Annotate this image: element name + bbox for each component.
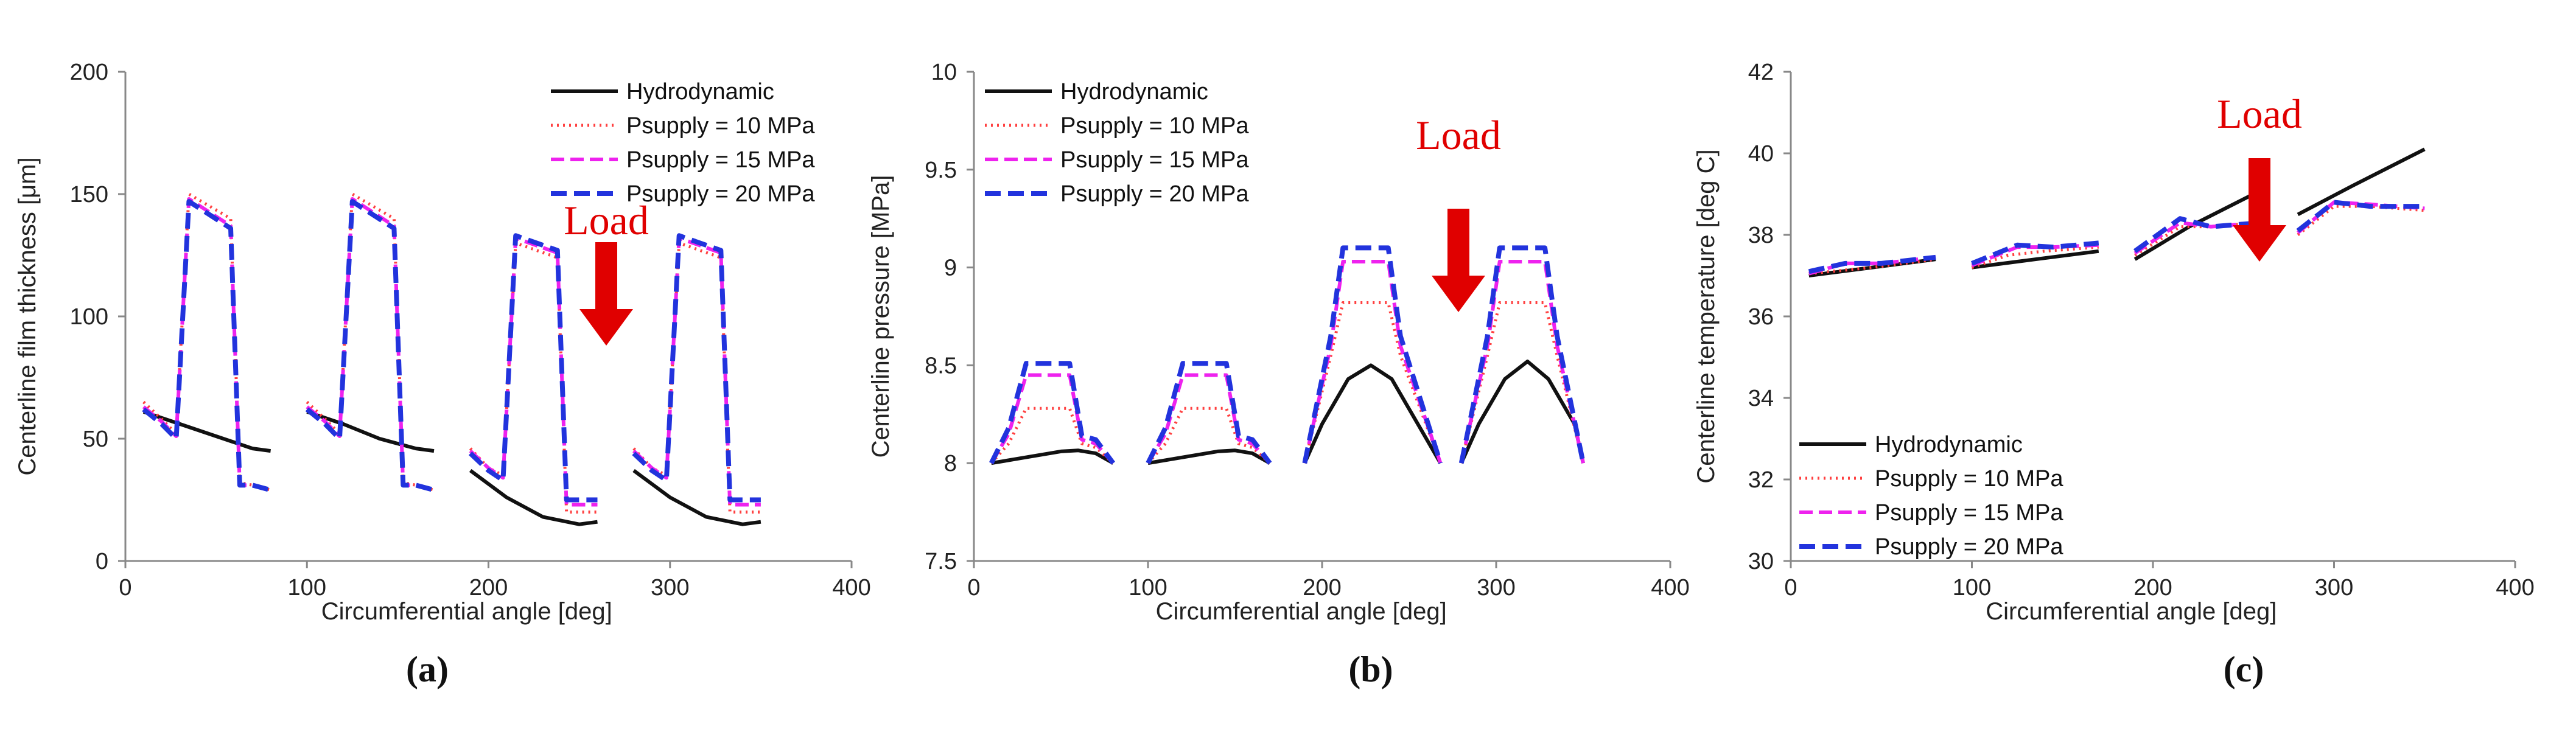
series-line-3-segment-2 bbox=[468, 233, 598, 503]
series-line-2-segment-3 bbox=[632, 236, 761, 507]
x-tick-label: 100 bbox=[1953, 575, 1991, 601]
x-tick-label: 0 bbox=[1784, 575, 1797, 601]
x-axis-label: Circumferential angle [deg] bbox=[321, 598, 612, 625]
legend-label-2: Psupply = 15 MPa bbox=[626, 147, 815, 173]
x-tick-label: 200 bbox=[2133, 575, 2172, 601]
x-tick-label: 200 bbox=[469, 575, 508, 601]
x-tick-label: 400 bbox=[2496, 575, 2534, 601]
x-tick-label: 300 bbox=[2315, 575, 2353, 601]
legend-label-1: Psupply = 10 MPa bbox=[1060, 113, 1249, 139]
legend-label-0: Hydrodynamic bbox=[626, 79, 774, 105]
series-line-3-segment-1 bbox=[1970, 240, 2099, 266]
series-line-3-segment-2 bbox=[2133, 216, 2262, 254]
y-axis-label: Centerline film thickness [μm] bbox=[14, 157, 41, 475]
series-line-3-segment-1 bbox=[305, 199, 435, 493]
panel-caption: (c) bbox=[2224, 649, 2264, 689]
series-line-3-segment-0 bbox=[142, 199, 271, 493]
y-tick-label: 42 bbox=[1748, 60, 1774, 85]
chart-panel-3: 0 100 200 300 400 30 32 34 36 38 40 42 Circumferenti… bbox=[1693, 60, 2535, 689]
y-tick-label: 100 bbox=[70, 304, 108, 330]
y-axis-label: Centerline pressure [MPa] bbox=[867, 175, 894, 458]
legend-label-3: Psupply = 20 MPa bbox=[1060, 181, 1249, 207]
x-tick-label: 0 bbox=[967, 575, 980, 601]
series-line-1-segment-3 bbox=[632, 241, 761, 514]
chart-panel-1: 0 100 200 300 400050100150200Circumferential… bbox=[14, 60, 871, 689]
x-tick-label: 100 bbox=[288, 575, 326, 601]
load-annotation: Load bbox=[2217, 91, 2302, 137]
series-line-0-segment-0 bbox=[142, 409, 271, 453]
y-tick-label: 38 bbox=[1748, 223, 1774, 248]
x-axis-label: Circumferential angle [deg] bbox=[1156, 598, 1447, 625]
series-line-1-segment-1 bbox=[306, 192, 435, 492]
legend-label-3: Psupply = 20 MPa bbox=[626, 181, 815, 207]
series-line-0-segment-3 bbox=[632, 469, 761, 526]
y-tick-label: 30 bbox=[1748, 549, 1774, 574]
y-tick-label: 8.5 bbox=[925, 353, 957, 378]
y-tick-label: 40 bbox=[1748, 141, 1774, 167]
legend-label-1: Psupply = 10 MPa bbox=[1875, 466, 2063, 492]
load-arrow-icon bbox=[1432, 209, 1485, 312]
load-annotation: Load bbox=[564, 197, 649, 243]
series-line-1-segment-2 bbox=[2133, 221, 2262, 257]
legend-label-0: Hydrodynamic bbox=[1060, 79, 1208, 105]
series-line-3-segment-1 bbox=[1146, 361, 1272, 465]
series-line-0-segment-3 bbox=[2297, 147, 2426, 217]
x-tick-label: 300 bbox=[651, 575, 689, 601]
panel-caption: (b) bbox=[1348, 649, 1393, 689]
y-tick-label: 10 bbox=[931, 60, 957, 85]
series-line-3-segment-0 bbox=[989, 361, 1116, 465]
y-tick-label: 34 bbox=[1748, 386, 1774, 411]
y-tick-label: 9 bbox=[944, 256, 957, 281]
y-tick-label: 8 bbox=[944, 451, 957, 476]
series-line-1-segment-3 bbox=[2297, 204, 2425, 236]
legend-label-3: Psupply = 20 MPa bbox=[1875, 534, 2063, 560]
panel-caption: (a) bbox=[406, 649, 449, 689]
y-tick-label: 50 bbox=[83, 427, 108, 452]
series-line-2-segment-3 bbox=[2297, 200, 2425, 234]
series-line-0-segment-2 bbox=[469, 469, 598, 526]
y-tick-label: 200 bbox=[70, 60, 108, 85]
legend-label-2: Psupply = 15 MPa bbox=[1060, 147, 1249, 173]
series-line-3-segment-3 bbox=[632, 233, 761, 503]
x-tick-label: 100 bbox=[1129, 575, 1167, 601]
x-tick-label: 0 bbox=[119, 575, 131, 601]
series-line-0-segment-1 bbox=[1972, 249, 2099, 270]
load-annotation: Load bbox=[1416, 112, 1501, 158]
series-line-1-segment-3 bbox=[1460, 301, 1585, 464]
legend-label-1: Psupply = 10 MPa bbox=[626, 113, 815, 139]
series-line-1-segment-2 bbox=[469, 241, 598, 514]
series-line-3-segment-3 bbox=[1458, 245, 1586, 464]
series-line-0-segment-1 bbox=[306, 409, 435, 453]
series-line-0-segment-1 bbox=[1147, 448, 1271, 465]
x-tick-label: 300 bbox=[1477, 575, 1515, 601]
x-axis-label: Circumferential angle [deg] bbox=[1986, 598, 2277, 625]
y-tick-label: 7.5 bbox=[925, 549, 957, 574]
series-line-1-segment-0 bbox=[142, 192, 271, 492]
x-tick-label: 400 bbox=[1651, 575, 1689, 601]
series-line-2-segment-2 bbox=[469, 236, 598, 507]
y-tick-label: 0 bbox=[96, 549, 108, 574]
y-tick-label: 36 bbox=[1748, 304, 1774, 330]
y-tick-label: 150 bbox=[70, 182, 108, 207]
load-arrow-icon bbox=[579, 242, 633, 346]
legend-label-2: Psupply = 15 MPa bbox=[1875, 500, 2063, 526]
x-tick-label: 200 bbox=[1303, 575, 1341, 601]
series-line-0-segment-2 bbox=[1303, 363, 1443, 464]
chart-panel-2: 0 100 200 300 400 7.5 8 8.5 9 9.5 10 Circumferentia… bbox=[867, 60, 1690, 689]
legend-label-0: Hydrodynamic bbox=[1875, 432, 2023, 458]
y-axis-label: Centerline temperature [deg C] bbox=[1693, 149, 1720, 483]
series-line-3-segment-2 bbox=[1302, 245, 1443, 464]
y-tick-label: 9.5 bbox=[925, 158, 957, 183]
y-tick-label: 32 bbox=[1748, 467, 1774, 493]
series-line-0-segment-0 bbox=[991, 448, 1115, 465]
series-line-1-segment-1 bbox=[1971, 245, 2099, 269]
load-arrow-icon bbox=[2233, 158, 2286, 262]
x-tick-label: 400 bbox=[832, 575, 870, 601]
series-line-3-segment-0 bbox=[1808, 254, 1936, 274]
series-line-1-segment-2 bbox=[1303, 301, 1442, 464]
